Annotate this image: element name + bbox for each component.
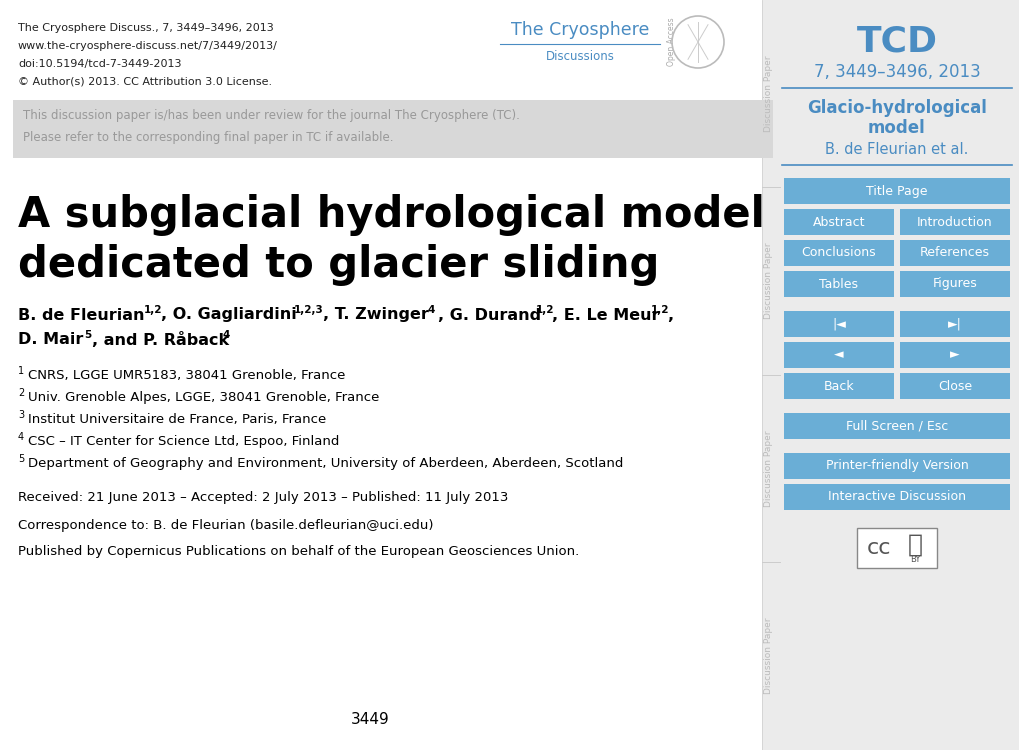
Text: 1,2: 1,2 [535,305,554,315]
Text: CSC – IT Center for Science Ltd, Espoo, Finland: CSC – IT Center for Science Ltd, Espoo, … [28,434,339,448]
Text: Department of Geography and Environment, University of Aberdeen, Aberdeen, Scotl: Department of Geography and Environment,… [28,457,623,470]
Text: Discussion Paper: Discussion Paper [764,243,772,320]
Bar [899,342,1009,368]
Text: Correspondence to: B. de Fleurian (basile.defleurian@uci.edu): Correspondence to: B. de Fleurian (basil… [18,518,433,532]
Text: Abstract: Abstract [812,215,864,229]
Text: dedicated to glacier sliding: dedicated to glacier sliding [18,244,658,286]
Bar [899,271,1009,297]
Text: cc: cc [866,538,891,558]
Bar [784,342,893,368]
Text: Conclusions: Conclusions [801,247,875,259]
Text: Figures: Figures [931,278,976,290]
Text: doi:10.5194/tcd-7-3449-2013: doi:10.5194/tcd-7-3449-2013 [18,59,181,69]
Text: Printer-friendly Version: Printer-friendly Version [824,460,967,472]
Bar [899,311,1009,337]
Text: Introduction: Introduction [916,215,991,229]
Text: The Cryosphere Discuss., 7, 3449–3496, 2013: The Cryosphere Discuss., 7, 3449–3496, 2… [18,23,273,33]
Bar [784,311,893,337]
Text: 3449: 3449 [351,712,389,728]
Text: References: References [919,247,989,259]
Text: 7, 3449–3496, 2013: 7, 3449–3496, 2013 [813,63,979,81]
Text: Received: 21 June 2013 – Accepted: 2 July 2013 – Published: 11 July 2013: Received: 21 June 2013 – Accepted: 2 Jul… [18,491,507,505]
Text: Tables: Tables [818,278,858,290]
Text: 4: 4 [18,432,24,442]
Bar [784,373,893,399]
Text: Discussion Paper: Discussion Paper [764,430,772,507]
Text: © Author(s) 2013. CC Attribution 3.0 License.: © Author(s) 2013. CC Attribution 3.0 Lic… [18,77,272,87]
Text: , E. Le Meur: , E. Le Meur [551,308,659,322]
Bar [761,0,1019,750]
Text: ►: ► [950,349,959,361]
Text: 4: 4 [223,330,230,340]
Bar [784,413,1009,439]
Text: , T. Zwinger: , T. Zwinger [323,308,428,322]
Text: B. de Fleurian: B. de Fleurian [18,308,145,322]
Text: Back: Back [823,380,854,392]
Text: Open Access: Open Access [666,18,676,66]
Text: Published by Copernicus Publications on behalf of the European Geosciences Union: Published by Copernicus Publications on … [18,545,579,559]
Text: Institut Universitaire de France, Paris, France: Institut Universitaire de France, Paris,… [28,413,326,425]
Bar [899,373,1009,399]
Bar [784,484,1009,510]
Text: Discussions: Discussions [545,50,613,64]
Text: 4: 4 [428,305,435,315]
Text: 1,2: 1,2 [650,305,668,315]
Text: model: model [867,119,925,137]
Bar [784,453,1009,479]
Bar [784,209,893,235]
Text: The Cryosphere: The Cryosphere [511,21,648,39]
Text: ⓘ: ⓘ [907,533,921,557]
Bar [899,240,1009,266]
Text: B. de Fleurian et al.: B. de Fleurian et al. [824,142,968,158]
Text: 1,2,3: 1,2,3 [293,305,323,315]
Text: ►|: ►| [947,317,961,331]
Bar [856,528,936,568]
Text: A subglacial hydrological model: A subglacial hydrological model [18,194,764,236]
Text: 3: 3 [18,410,24,420]
Text: Close: Close [937,380,971,392]
Text: ,: , [666,308,673,322]
Text: Title Page: Title Page [865,184,927,197]
Text: TCD: TCD [856,25,936,59]
Text: Discussion Paper: Discussion Paper [764,618,772,695]
Text: BY: BY [909,556,919,565]
Text: , O. Gagliardini: , O. Gagliardini [161,308,297,322]
Bar [784,271,893,297]
Text: , G. Durand: , G. Durand [437,308,541,322]
Text: Interactive Discussion: Interactive Discussion [827,490,965,503]
Text: Discussion Paper: Discussion Paper [764,56,772,132]
Text: 1: 1 [18,366,24,376]
Text: , and P. Råback: , and P. Råback [92,332,229,348]
Text: www.the-cryosphere-discuss.net/7/3449/2013/: www.the-cryosphere-discuss.net/7/3449/20… [18,41,277,51]
Text: D. Mair: D. Mair [18,332,84,347]
Text: CNRS, LGGE UMR5183, 38041 Grenoble, France: CNRS, LGGE UMR5183, 38041 Grenoble, Fran… [28,368,345,382]
Bar [784,178,1009,204]
Text: Glacio-hydrological: Glacio-hydrological [806,99,986,117]
Text: Univ. Grenoble Alpes, LGGE, 38041 Grenoble, France: Univ. Grenoble Alpes, LGGE, 38041 Grenob… [28,391,379,404]
Text: Full Screen / Esc: Full Screen / Esc [845,419,948,433]
Text: 2: 2 [18,388,24,398]
Text: 5: 5 [18,454,24,464]
Text: |◄: |◄ [832,317,845,331]
Text: 1,2: 1,2 [144,305,162,315]
Text: ◄: ◄ [834,349,843,361]
Bar [899,209,1009,235]
Bar [13,100,772,158]
Text: This discussion paper is/has been under review for the journal The Cryosphere (T: This discussion paper is/has been under … [23,110,520,122]
Text: Please refer to the corresponding final paper in TC if available.: Please refer to the corresponding final … [23,131,393,145]
Bar [784,240,893,266]
Text: 5: 5 [84,330,91,340]
